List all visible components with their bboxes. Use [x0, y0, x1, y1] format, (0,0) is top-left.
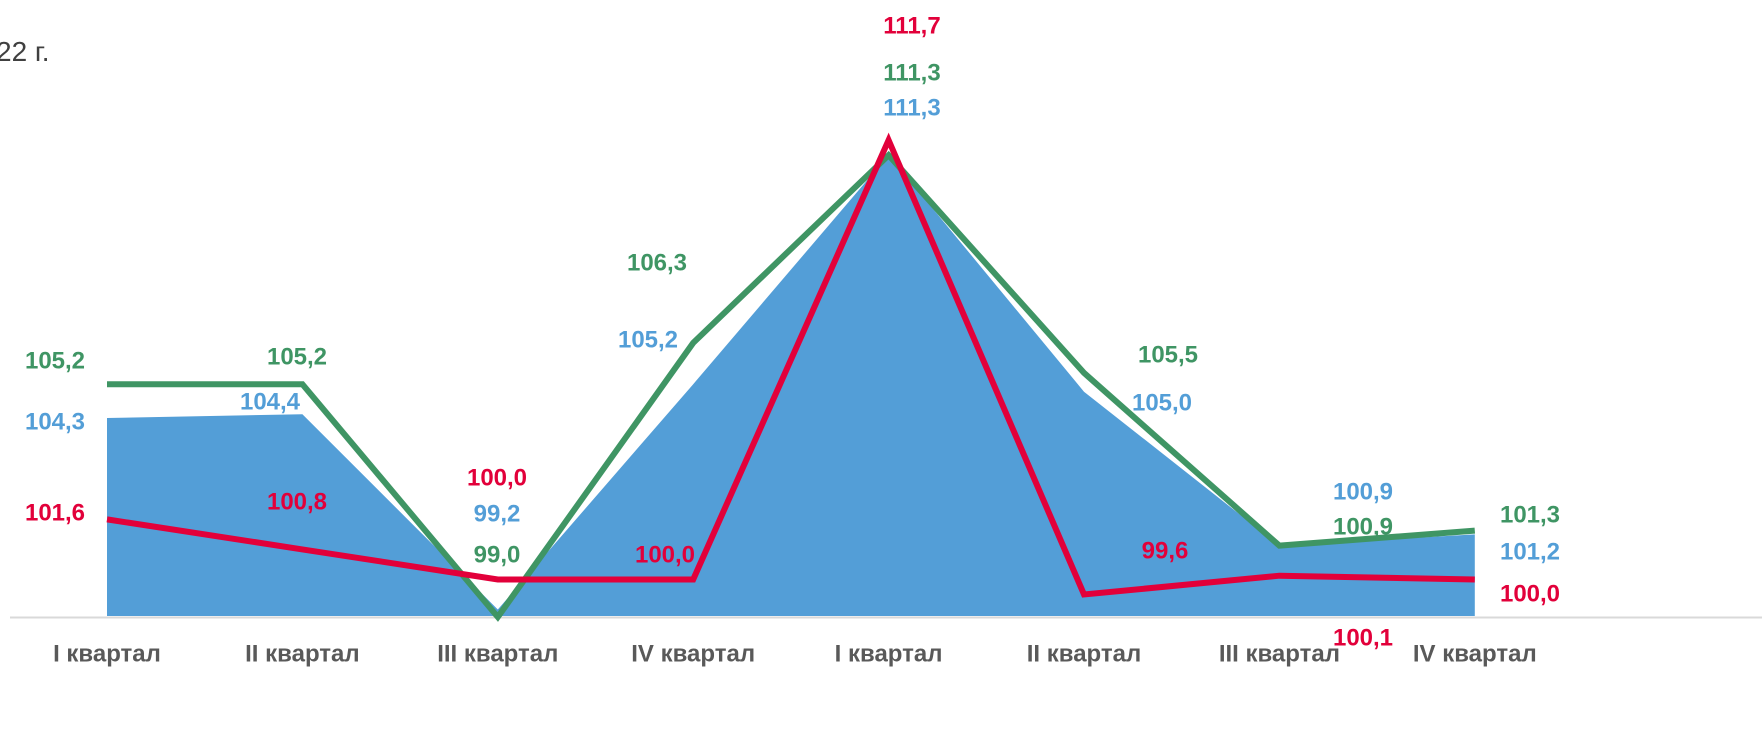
data-label-red: 100,0	[635, 541, 695, 568]
data-label-red: 100,0	[467, 464, 527, 491]
x-tick-label: III квартал	[1219, 640, 1340, 667]
x-tick-label: II квартал	[245, 640, 360, 667]
data-label-blue: 100,9	[1333, 478, 1393, 505]
data-label-blue: 105,2	[618, 326, 678, 353]
data-label-red: 100,8	[267, 488, 327, 515]
data-label-blue: 104,4	[240, 388, 301, 415]
chart-title-fragment: 22 г.	[0, 36, 50, 67]
data-label-blue: 104,3	[25, 408, 85, 435]
data-label-green: 105,5	[1138, 341, 1198, 368]
data-label-green: 105,2	[25, 347, 85, 374]
data-label-blue: 99,2	[474, 500, 521, 527]
data-label-red: 101,6	[25, 499, 85, 526]
data-label-red: 100,1	[1333, 624, 1393, 651]
data-label-blue: 111,3	[883, 94, 940, 121]
series-line-green	[107, 150, 1476, 622]
x-tick-label: I квартал	[53, 640, 161, 667]
series-line-red	[106, 132, 1475, 598]
data-label-green: 101,3	[1500, 501, 1560, 528]
data-label-red: 100,0	[1500, 580, 1560, 607]
data-label-blue: 105,0	[1132, 389, 1192, 416]
data-label-blue: 101,2	[1500, 538, 1560, 565]
data-label-red: 99,6	[1142, 537, 1189, 564]
data-label-green: 106,3	[627, 249, 687, 276]
data-label-green: 99,0	[474, 541, 521, 568]
data-label-green: 105,2	[267, 343, 327, 370]
x-tick-label: IV квартал	[1413, 640, 1537, 667]
data-label-green: 100,9	[1333, 513, 1393, 540]
x-tick-label: I квартал	[835, 640, 943, 667]
x-tick-label: II квартал	[1027, 640, 1142, 667]
data-label-red: 111,7	[883, 12, 940, 39]
series-area-blue	[107, 155, 1475, 616]
x-tick-label: IV квартал	[631, 640, 755, 667]
x-tick-label: III квартал	[437, 640, 558, 667]
data-label-green: 111,3	[883, 59, 940, 86]
